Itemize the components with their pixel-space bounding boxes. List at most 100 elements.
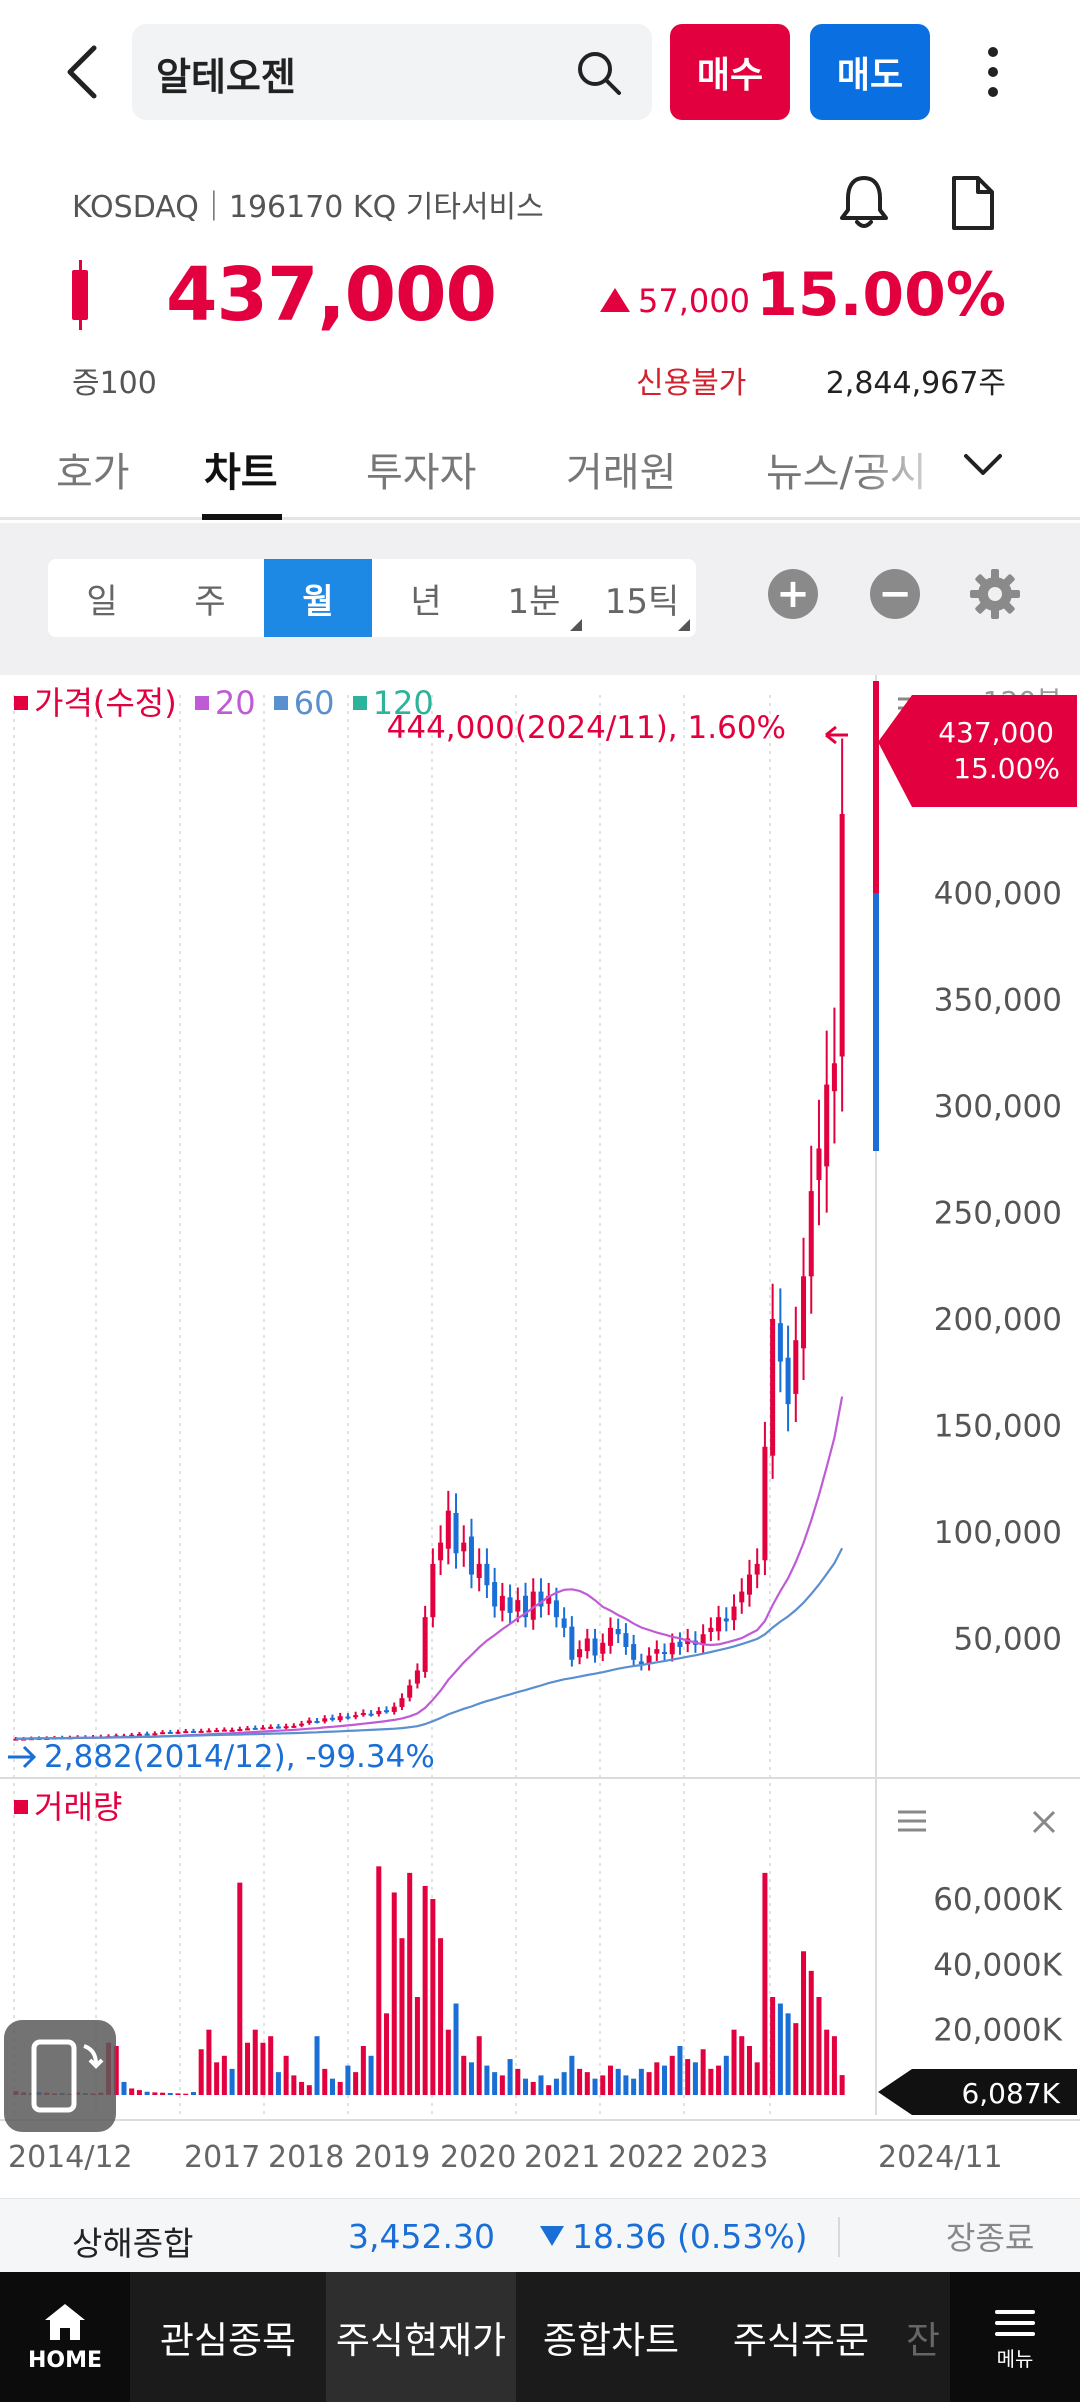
volume-bar xyxy=(453,2003,459,2095)
high-annotation: 444,000(2024/11), 1.60% xyxy=(387,710,786,746)
home-button[interactable]: HOME xyxy=(0,2272,130,2402)
period-month[interactable]: 월 xyxy=(264,559,372,637)
tab-investor[interactable]: 투자자 xyxy=(366,450,477,496)
candle xyxy=(384,1710,390,1713)
chart-canvas[interactable]: 400,000 350,000 300,000 250,000 200,000 150,0… xyxy=(0,675,1080,2195)
volume-bar xyxy=(839,2075,845,2095)
volume-bar xyxy=(677,2046,683,2095)
volume-bar xyxy=(229,2068,235,2095)
candle xyxy=(499,1595,505,1611)
volume-bar xyxy=(615,2068,621,2095)
legend-price: 가격(수정) xyxy=(34,684,177,722)
candle xyxy=(569,1626,575,1660)
back-button[interactable] xyxy=(52,34,112,110)
buy-button[interactable]: 매수 xyxy=(670,24,790,120)
volume-bar xyxy=(183,2093,189,2095)
tab-orderbook[interactable]: 호가 xyxy=(56,450,130,496)
volume-bar xyxy=(553,2078,559,2095)
period-day[interactable]: 일 xyxy=(86,581,118,622)
candle xyxy=(376,1710,382,1715)
nav-total-chart[interactable]: 종합차트 xyxy=(542,2319,680,2362)
period-selector: 일 주 월 년 1분 15틱 xyxy=(48,559,696,637)
stock-name: 알테오젠 xyxy=(156,55,296,99)
volume-bar xyxy=(376,1866,382,2095)
candle xyxy=(546,1595,552,1604)
ma60-line xyxy=(15,1547,844,1740)
volume-bar xyxy=(746,2046,752,2095)
more-options-icon[interactable] xyxy=(968,34,1018,110)
chevron-down-icon[interactable] xyxy=(960,450,1006,484)
candle xyxy=(746,1574,752,1595)
period-tick[interactable]: 15틱 xyxy=(588,559,696,637)
trade-volume: 2,844,967주 xyxy=(825,366,1006,401)
rotate-screen-button[interactable] xyxy=(4,2020,116,2132)
volume-bar xyxy=(492,2072,498,2095)
volume-bar xyxy=(507,2059,513,2095)
menu-button[interactable]: 메뉴 xyxy=(950,2272,1080,2402)
candle xyxy=(252,1727,258,1730)
candle xyxy=(824,1084,830,1167)
candle xyxy=(175,1731,181,1734)
x-axis-label: 2017 xyxy=(184,2140,260,2175)
stock-search-box[interactable]: 알테오젠 xyxy=(132,24,652,120)
candle xyxy=(607,1627,613,1646)
candle xyxy=(461,1542,467,1552)
candle xyxy=(708,1627,714,1633)
market-code-line: KOSDAQ｜196170 KQ 기타서비스 xyxy=(72,190,544,225)
menu-label: 메뉴 xyxy=(996,2346,1034,2371)
price-change-value: 57,000 xyxy=(638,282,750,320)
chart-toolbar: 일 주 월 년 1분 15틱 + − xyxy=(0,523,1080,675)
volume-bar xyxy=(160,2092,166,2095)
range-bar-down xyxy=(873,893,879,1151)
nav-stock-order[interactable]: 주식주문 xyxy=(732,2319,870,2362)
candle xyxy=(206,1730,212,1733)
candle xyxy=(831,1063,837,1092)
ma20-line xyxy=(15,1396,844,1740)
volume-axis-label: 20,000K xyxy=(933,2013,1062,2049)
price-chart[interactable]: 400,000 350,000 300,000 250,000 200,000 150,0… xyxy=(0,675,1080,2195)
market-index-ticker[interactable]: 상해종합 3,452.30 18.36 (0.53%) 장종료 xyxy=(0,2198,1080,2272)
tab-broker[interactable]: 거래원 xyxy=(566,450,677,496)
up-triangle-icon xyxy=(600,288,630,312)
volume-bar xyxy=(283,2055,289,2095)
candle xyxy=(801,1276,807,1349)
tab-chart[interactable]: 차트 xyxy=(204,450,278,496)
nav-more-item[interactable]: 잔 xyxy=(905,2319,941,2362)
volume-bar xyxy=(716,2065,722,2095)
volume-bar xyxy=(306,2085,312,2095)
current-price-tag-pct: 15.00% xyxy=(953,752,1060,785)
candle xyxy=(221,1729,227,1732)
volume-bar xyxy=(607,2065,613,2095)
zoom-out-button[interactable]: − xyxy=(870,569,920,619)
volume-bar xyxy=(438,1938,444,2095)
period-year[interactable]: 년 xyxy=(410,581,442,622)
candle xyxy=(793,1340,799,1394)
search-icon[interactable] xyxy=(574,48,624,102)
sell-button[interactable]: 매도 xyxy=(810,24,930,120)
margin-rate: 증100 xyxy=(72,366,157,401)
volume-bar xyxy=(461,2055,467,2095)
candle xyxy=(468,1536,474,1575)
gear-icon[interactable] xyxy=(968,567,1022,625)
bell-icon[interactable] xyxy=(836,172,892,236)
candle xyxy=(229,1729,235,1732)
candle xyxy=(314,1720,320,1723)
period-minute[interactable]: 1분 xyxy=(480,559,588,637)
candle xyxy=(237,1729,243,1732)
candle xyxy=(638,1661,644,1665)
volume-bar xyxy=(561,2072,567,2095)
candle xyxy=(592,1638,598,1656)
candle xyxy=(839,814,845,1057)
volume-bar xyxy=(731,2029,737,2095)
volume-bar xyxy=(245,2042,251,2095)
volume-bar xyxy=(214,2062,220,2095)
zoom-in-button[interactable]: + xyxy=(768,569,818,619)
volume-axis-label: 40,000K xyxy=(933,1947,1062,1983)
volume-bar xyxy=(476,2036,482,2095)
nav-watchlist[interactable]: 관심종목 xyxy=(159,2319,297,2362)
volume-bar xyxy=(523,2078,529,2095)
period-week[interactable]: 주 xyxy=(194,581,226,622)
nav-current-price[interactable]: 주식현재가 xyxy=(326,2272,516,2402)
document-icon[interactable] xyxy=(946,174,998,236)
candle xyxy=(492,1582,498,1607)
